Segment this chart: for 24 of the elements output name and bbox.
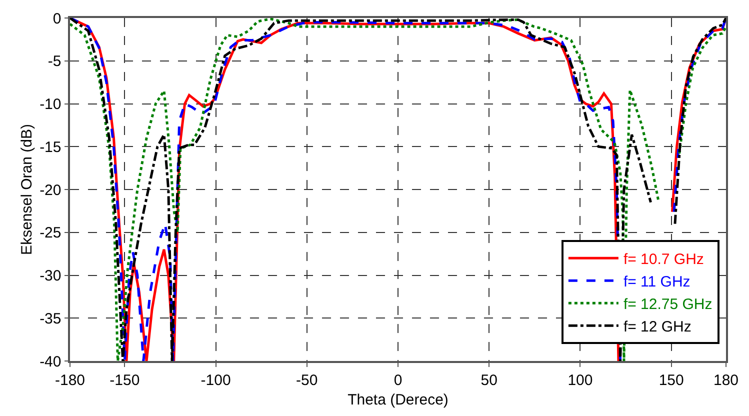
y-tick-label: -30 bbox=[40, 268, 62, 284]
x-tick-label: 50 bbox=[480, 372, 498, 389]
legend-label: f= 11 GHz bbox=[623, 273, 690, 290]
y-tick-label: 0 bbox=[52, 10, 62, 28]
y-tick-label: -35 bbox=[40, 310, 62, 328]
x-tick-label: -150 bbox=[110, 372, 140, 389]
y-tick-label: -25 bbox=[40, 224, 62, 242]
x-axis-title: Theta (Derece) bbox=[348, 391, 448, 408]
legend-label: f= 10.7 GHz bbox=[623, 250, 704, 268]
y-tick-label: -20 bbox=[40, 182, 62, 199]
legend-label: f= 12 GHz bbox=[623, 318, 692, 336]
y-tick-label: -40 bbox=[40, 353, 62, 370]
x-tick-label: 100 bbox=[568, 372, 593, 389]
x-tick-label: 150 bbox=[658, 372, 684, 389]
y-tick-label: -15 bbox=[40, 138, 62, 156]
x-tick-label: 0 bbox=[394, 372, 402, 389]
y-tick-label: -10 bbox=[40, 96, 62, 113]
y-tick-label: -5 bbox=[48, 53, 62, 70]
x-tick-label: -100 bbox=[200, 372, 231, 389]
y-axis-title: Eksensel Oran (dB) bbox=[18, 124, 36, 255]
x-tick-label: 180 bbox=[713, 372, 739, 389]
x-tick-label: -50 bbox=[296, 372, 318, 389]
x-tick-label: -180 bbox=[54, 372, 86, 389]
legend-label: f= 12.75 GHz bbox=[623, 296, 712, 313]
